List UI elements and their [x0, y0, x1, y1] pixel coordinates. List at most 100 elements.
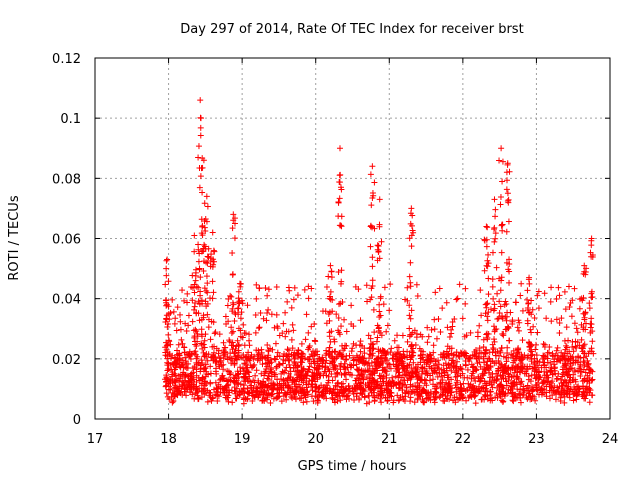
data-point: [411, 399, 418, 406]
data-point: [371, 358, 378, 365]
data-point: [302, 336, 309, 343]
data-point: [546, 381, 553, 388]
data-point: [209, 263, 216, 270]
data-point: [173, 377, 180, 384]
data-point: [298, 371, 305, 378]
data-point: [505, 218, 512, 225]
data-point: [472, 400, 479, 407]
data-point: [494, 315, 501, 322]
data-point: [374, 242, 381, 249]
data-point: [581, 362, 588, 369]
data-point: [189, 391, 196, 398]
data-point: [404, 348, 411, 355]
data-point: [580, 324, 587, 331]
data-point: [497, 371, 504, 378]
data-point: [268, 391, 275, 398]
data-point: [403, 384, 410, 391]
data-point: [327, 387, 334, 394]
data-point: [386, 307, 393, 314]
data-point: [484, 317, 491, 324]
data-point: [531, 361, 538, 368]
data-point: [514, 368, 521, 375]
data-point: [269, 390, 276, 397]
data-point: [397, 354, 404, 361]
data-point: [390, 355, 397, 362]
data-point: [175, 341, 182, 348]
data-point: [168, 355, 175, 362]
data-point: [513, 376, 520, 383]
data-point: [332, 373, 339, 380]
data-point: [534, 329, 541, 336]
data-point: [488, 395, 495, 402]
data-point: [489, 249, 496, 256]
data-point: [503, 378, 510, 385]
data-point: [468, 375, 475, 382]
data-point: [302, 392, 309, 399]
data-point: [225, 381, 232, 388]
data-point: [367, 223, 374, 230]
data-point: [362, 381, 369, 388]
data-point: [527, 347, 534, 354]
data-point: [383, 374, 390, 381]
data-point: [285, 353, 292, 360]
data-point: [497, 287, 504, 294]
data-point: [481, 237, 488, 244]
data-point: [348, 302, 355, 309]
data-point: [287, 368, 294, 375]
data-point: [191, 303, 198, 310]
data-point: [492, 235, 499, 242]
data-point: [185, 322, 192, 329]
data-point: [288, 336, 295, 343]
data-point: [235, 353, 242, 360]
data-point: [408, 243, 415, 250]
data-point: [407, 394, 414, 401]
data-point: [254, 352, 261, 359]
data-point: [346, 352, 353, 359]
data-point: [540, 379, 547, 386]
data-point: [566, 388, 573, 395]
data-point: [508, 374, 515, 381]
data-point: [361, 394, 368, 401]
data-point: [475, 353, 482, 360]
data-point: [476, 322, 483, 329]
data-point: [303, 311, 310, 318]
data-point: [336, 195, 343, 202]
data-point: [565, 283, 572, 290]
data-point: [210, 256, 217, 263]
data-point: [581, 262, 588, 269]
data-point: [241, 329, 248, 336]
data-point: [264, 375, 271, 382]
data-point: [240, 365, 247, 372]
data-point: [324, 385, 331, 392]
data-point: [571, 384, 578, 391]
data-point: [250, 385, 257, 392]
data-point: [499, 221, 506, 228]
data-point: [380, 301, 387, 308]
data-point: [399, 364, 406, 371]
data-point: [372, 384, 379, 391]
data-point: [229, 249, 236, 256]
data-point: [353, 366, 360, 373]
data-point: [456, 281, 463, 288]
data-point: [505, 196, 512, 203]
data-point: [178, 336, 185, 343]
data-point: [434, 364, 441, 371]
data-point: [415, 382, 422, 389]
data-point: [369, 352, 376, 359]
data-point: [163, 390, 170, 397]
data-point: [428, 357, 435, 364]
data-point: [494, 290, 501, 297]
data-point: [367, 344, 374, 351]
data-point: [249, 364, 256, 371]
data-point: [409, 352, 416, 359]
data-point: [235, 342, 242, 349]
data-point: [580, 383, 587, 390]
data-point: [335, 268, 342, 275]
data-point: [186, 350, 193, 357]
data-point: [406, 235, 413, 242]
data-point: [377, 382, 384, 389]
data-point: [229, 399, 236, 406]
data-point: [558, 385, 565, 392]
data-point: [208, 318, 215, 325]
data-point: [477, 377, 484, 384]
